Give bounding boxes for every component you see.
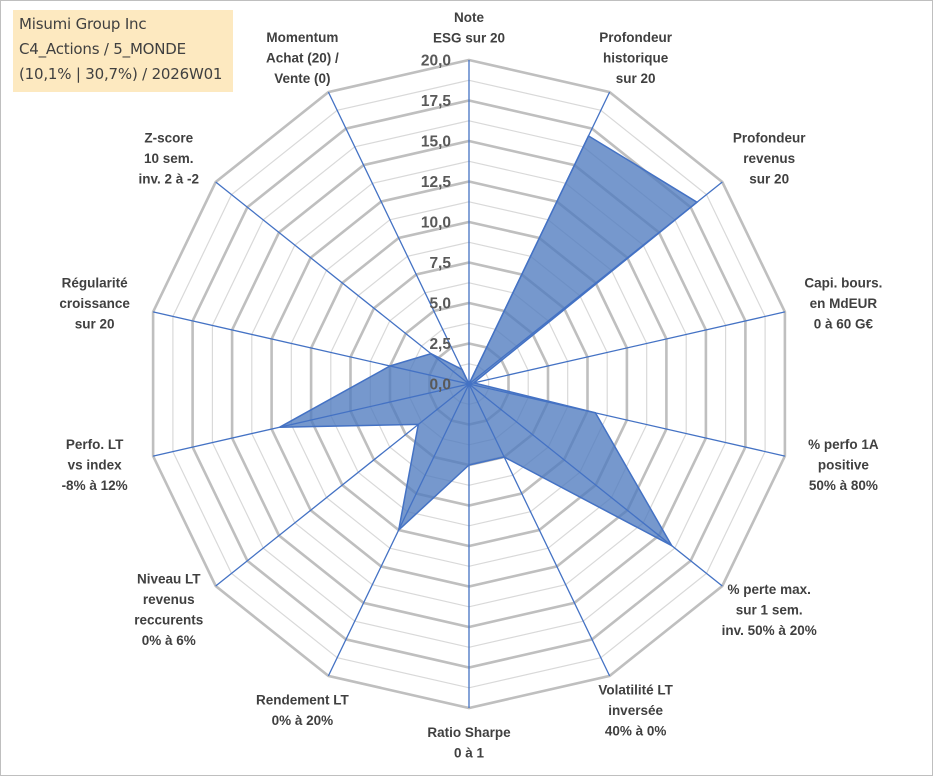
axis-spokes (152, 60, 786, 708)
company-name: Misumi Group Inc (19, 15, 147, 33)
axis-label-line: sur 20 (616, 71, 656, 86)
axis-label-line: Volatilité LT (598, 682, 673, 697)
axis-spoke (327, 383, 470, 677)
axis-label-line: Perfo. LT (66, 437, 124, 452)
tick-label: 20,0 (421, 53, 451, 70)
axis-label-line: 0% à 6% (142, 633, 196, 648)
axis-label: Z-score 10 sem. inv. 2 à -2 (139, 131, 200, 187)
axis-label-line: 50% à 80% (809, 478, 878, 493)
axis-label: Momentum Achat (20) / Vente (0) (266, 30, 339, 86)
chart-title-box: Misumi Group Inc C4_Actions / 5_MONDE (1… (13, 10, 233, 92)
tick-label: 7,5 (429, 255, 451, 272)
axis-label: Rendement LT 0% à 20% (256, 693, 350, 729)
axis-label-line: revenus (143, 592, 195, 607)
tick-label: 2,5 (429, 336, 451, 353)
axis-label-line: inv. 50% à 20% (722, 623, 817, 638)
axis-label: Régularité croissance sur 20 (59, 276, 130, 332)
axis-label-line: en MdEUR (810, 296, 878, 311)
axis-label-line: Profondeur (599, 30, 672, 45)
axis-label-line: sur 20 (75, 317, 115, 332)
tick-label: 5,0 (429, 296, 451, 313)
axis-label-line: 40% à 0% (605, 723, 667, 738)
axis-label-line: revenus (743, 151, 795, 166)
axis-label-line: inversée (608, 703, 663, 718)
axis-label-line: historique (603, 51, 669, 66)
axis-spoke (215, 181, 470, 385)
tick-labels: 0,0 2,5 5,0 7,5 10,0 12,5 15,0 17,5 20,0 (421, 53, 452, 394)
axis-label: Ratio Sharpe 0 à 1 (427, 725, 511, 761)
tick-label: 10,0 (421, 215, 451, 232)
axis-label-line: Note (454, 10, 484, 25)
axis-label-line: Momentum (266, 30, 338, 45)
axis-spoke (215, 383, 470, 587)
axis-label-line: vs index (68, 457, 123, 472)
axis-label-line: sur 1 sem. (736, 603, 803, 618)
axis-label-line: Vente (0) (274, 71, 330, 86)
axis-spoke (152, 311, 470, 385)
axis-spoke (468, 383, 723, 587)
axis-label-line: inv. 2 à -2 (139, 172, 200, 187)
axis-label-line: 10 sem. (144, 151, 194, 166)
axis-spoke (152, 383, 470, 457)
axis-spoke (468, 311, 786, 385)
axis-label-line: Z-score (144, 131, 193, 146)
axis-label-line: -8% à 12% (62, 478, 128, 493)
axis-spoke (468, 383, 611, 677)
performance-week: (10,1% | 30,7%) / 2026W01 (19, 65, 223, 83)
axis-label-line: Capi. bours. (804, 276, 882, 291)
axis-label-line: Niveau LT (137, 572, 201, 587)
axis-label: Niveau LT revenus reccurents 0% à 6% (134, 572, 203, 649)
axis-label-line: reccurents (134, 613, 203, 628)
axis-label-line: Rendement LT (256, 693, 350, 708)
axis-label-line: Profondeur (733, 131, 806, 146)
axis-spoke (468, 383, 786, 457)
axis-spoke (327, 91, 470, 385)
axis-spoke (468, 91, 611, 385)
axis-label-line: 0% à 20% (272, 713, 334, 728)
portfolio-path: C4_Actions / 5_MONDE (19, 40, 186, 58)
axis-label: Profondeur historique sur 20 (599, 30, 672, 86)
axis-label-line: 0 à 1 (454, 746, 485, 761)
axis-label: Note ESG sur 20 (433, 10, 505, 46)
axis-label-line: sur 20 (749, 172, 789, 187)
tick-label: 0,0 (429, 377, 451, 394)
axis-spoke (468, 181, 723, 385)
tick-label: 12,5 (421, 174, 452, 191)
axis-label-line: % perte max. (728, 582, 811, 597)
axis-label: Perfo. LT vs index -8% à 12% (62, 437, 128, 493)
axis-label-line: 0 à 60 G€ (814, 317, 874, 332)
axis-label: % perfo 1A positive 50% à 80% (808, 437, 879, 493)
axis-label: Profondeur revenus sur 20 (733, 131, 806, 187)
axis-label: % perte max. sur 1 sem. inv. 50% à 20% (722, 582, 817, 638)
axis-label-line: Régularité (62, 276, 129, 291)
axis-label: Capi. bours. en MdEUR 0 à 60 G€ (804, 276, 882, 332)
tick-label: 17,5 (421, 93, 452, 110)
axis-label: Volatilité LT inversée 40% à 0% (598, 682, 673, 738)
axis-label-line: Ratio Sharpe (427, 725, 511, 740)
tick-label: 15,0 (421, 134, 451, 151)
axis-label-line: positive (818, 457, 870, 472)
axis-labels: Note ESG sur 20 Profondeur historique sur 20… (59, 10, 882, 761)
axis-label-line: croissance (59, 296, 130, 311)
axis-label-line: Achat (20) / (266, 51, 339, 66)
axis-label-line: % perfo 1A (808, 437, 879, 452)
axis-label-line: ESG sur 20 (433, 31, 505, 46)
